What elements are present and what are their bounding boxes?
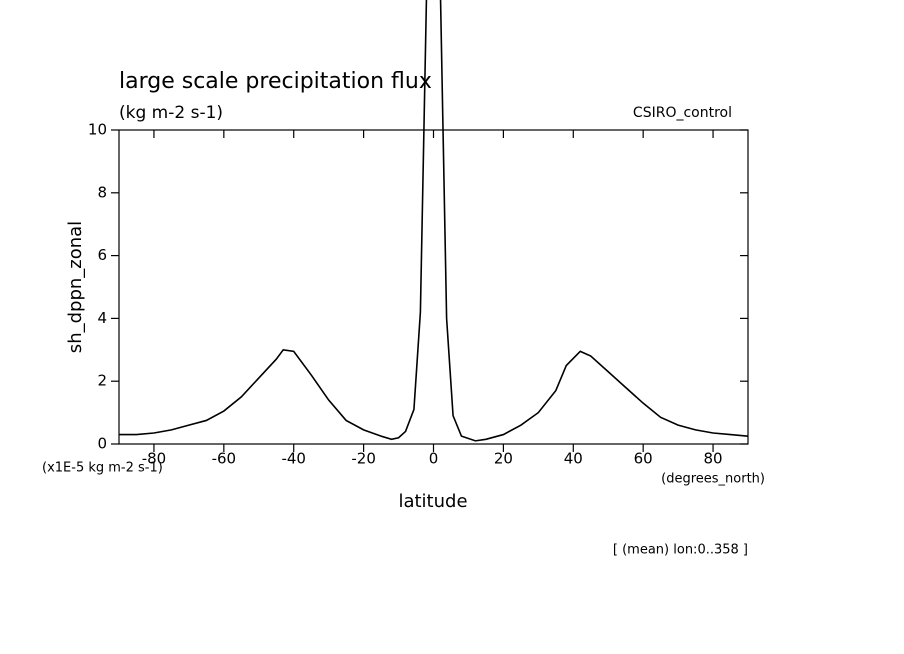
x-tick-label: 20	[494, 450, 513, 468]
data-line	[119, 0, 749, 442]
y-tick-label: 0	[97, 435, 107, 453]
x-tick-label: -40	[281, 450, 306, 468]
annotation: CSIRO_control	[633, 105, 732, 121]
footnote: [ (mean) lon:0..358 ]	[613, 543, 748, 558]
x-tick-label: 60	[634, 450, 653, 468]
y-tick-label: 4	[97, 309, 107, 327]
y-tick-label: 8	[97, 183, 107, 201]
y-units: (x1E-5 kg m-2 s-1)	[42, 461, 163, 476]
y-tick-label: 2	[97, 372, 107, 390]
x-tick-label: -20	[351, 450, 376, 468]
x-tick-label: 0	[429, 450, 439, 468]
y-axis-label: sh_dppn_zonal	[65, 221, 86, 353]
chart-title: large scale precipitation flux	[119, 69, 432, 94]
x-tick-label: -60	[212, 450, 237, 468]
x-tick-label: 80	[704, 450, 723, 468]
x-tick-label: 40	[564, 450, 583, 468]
y-tick-label: 6	[97, 246, 107, 264]
x-tick-label: -80	[142, 450, 167, 468]
x-axis-label: latitude	[398, 491, 467, 512]
chart-subtitle: (kg m-2 s-1)	[119, 103, 223, 123]
y-tick-label: 10	[88, 121, 107, 139]
x-units: (degrees_north)	[661, 472, 765, 487]
